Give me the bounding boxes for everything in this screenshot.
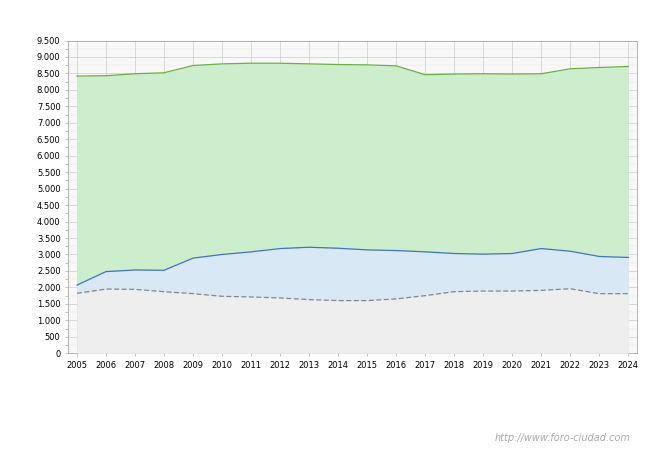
Text: http://www.foro-ciudad.com: http://www.foro-ciudad.com [495, 433, 630, 443]
Text: Teror - Evolucion de la poblacion en edad de Trabajar Mayo de 2024: Teror - Evolucion de la poblacion en eda… [99, 14, 551, 27]
